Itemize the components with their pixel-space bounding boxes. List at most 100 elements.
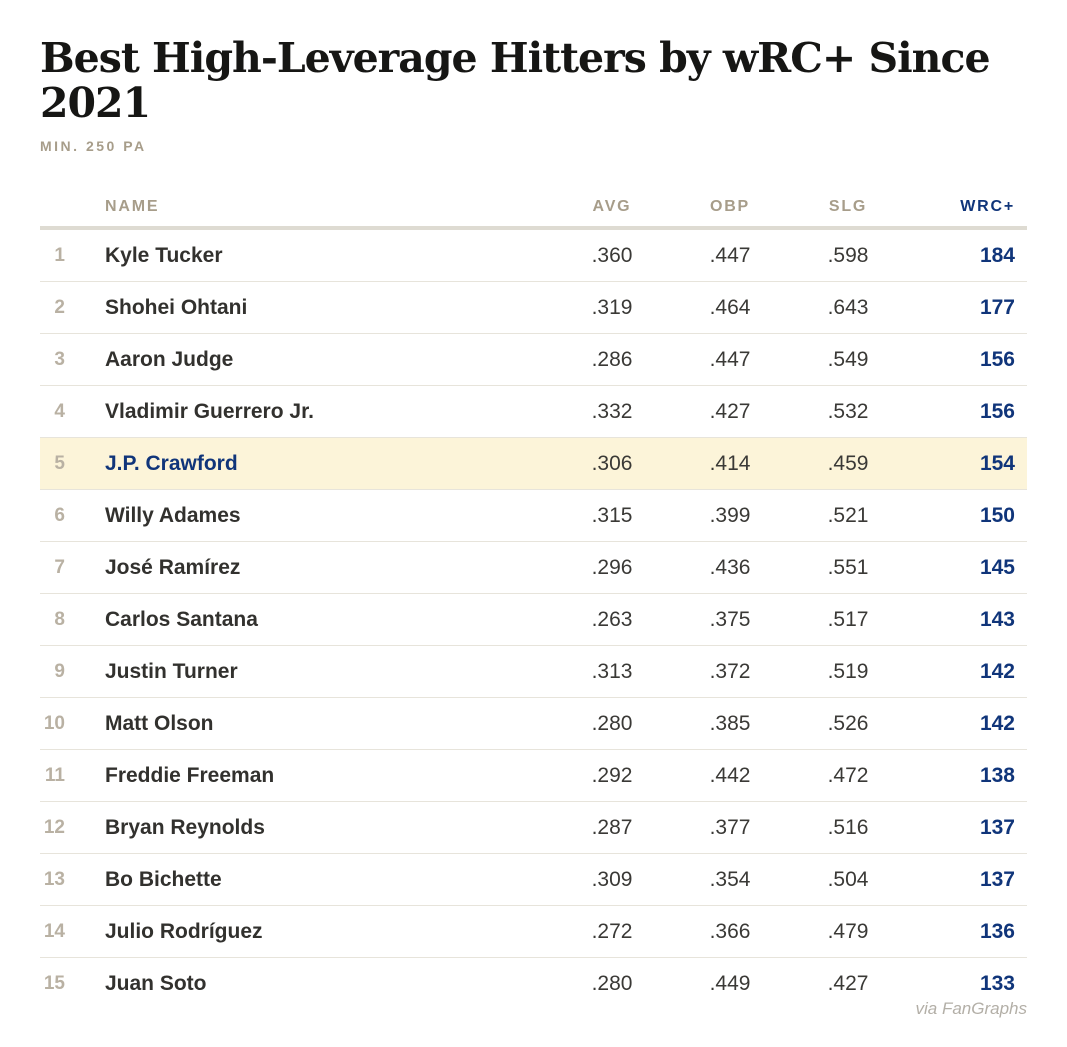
obp-cell: .375 — [709, 607, 751, 631]
slg-cell: .521 — [827, 503, 869, 527]
wrc-cell: 138 — [979, 763, 1015, 787]
player-name-cell: Kyle Tucker — [105, 243, 223, 267]
avg-cell: .280 — [591, 711, 633, 735]
player-name-cell: Bryan Reynolds — [105, 815, 265, 839]
wrc-cell: 156 — [979, 347, 1015, 371]
slg-cell: .459 — [827, 451, 869, 475]
table-row: 15 Juan Soto .280 .449 .427 133 — [40, 958, 1027, 1010]
wrc-cell: 145 — [979, 555, 1015, 579]
name-column-header: NAME — [105, 198, 160, 216]
page-title: Best High-Leverage Hitters by wRC+ Since… — [40, 34, 991, 128]
slg-cell: .532 — [827, 399, 869, 423]
slg-cell: .549 — [827, 347, 869, 371]
page: Best High-Leverage Hitters by wRC+ Since… — [40, 34, 1027, 1010]
wrc-cell: 150 — [979, 503, 1015, 527]
rank-cell: 15 — [43, 973, 65, 995]
player-name-cell: Aaron Judge — [105, 347, 234, 371]
obp-cell: .449 — [709, 972, 751, 996]
stats-table: NAME AVG OBP SLG WRC+ 1 Kyle Tucker .360… — [40, 188, 1027, 1010]
player-name-cell: Julio Rodríguez — [105, 919, 263, 943]
rank-cell: 1 — [54, 244, 65, 266]
table-row: 14 Julio Rodríguez .272 .366 .479 136 — [40, 906, 1027, 959]
table-row: 8 Carlos Santana .263 .375 .517 143 — [40, 594, 1027, 647]
rank-cell: 11 — [44, 764, 65, 786]
obp-cell: .366 — [709, 919, 751, 943]
wrc-column-header: WRC+ — [960, 198, 1015, 216]
slg-cell: .551 — [827, 555, 869, 579]
table-row: 7 José Ramírez .296 .436 .551 145 — [40, 542, 1027, 595]
avg-column-header: AVG — [592, 198, 632, 216]
avg-cell: .292 — [591, 763, 633, 787]
table-row: 3 Aaron Judge .286 .447 .549 156 — [40, 334, 1027, 387]
slg-cell: .526 — [827, 711, 869, 735]
rank-cell: 3 — [54, 348, 65, 370]
table-row: 10 Matt Olson .280 .385 .526 142 — [40, 698, 1027, 751]
table-row: 9 Justin Turner .313 .372 .519 142 — [40, 646, 1027, 699]
wrc-cell: 143 — [979, 607, 1015, 631]
rank-cell: 4 — [54, 400, 65, 422]
wrc-cell: 154 — [979, 451, 1015, 475]
rank-cell: 12 — [43, 816, 65, 838]
slg-cell: .517 — [827, 607, 869, 631]
avg-cell: .280 — [591, 972, 633, 996]
obp-cell: .464 — [709, 295, 751, 319]
wrc-cell: 184 — [979, 243, 1015, 267]
wrc-cell: 142 — [979, 711, 1015, 735]
avg-cell: .332 — [591, 399, 633, 423]
rank-cell: 8 — [54, 608, 65, 630]
avg-cell: .272 — [591, 919, 633, 943]
slg-column-header: SLG — [828, 198, 868, 216]
rank-cell: 5 — [54, 452, 65, 474]
attribution: via FanGraphs — [915, 999, 1028, 1018]
slg-cell: .519 — [827, 659, 869, 683]
slg-cell: .516 — [827, 815, 869, 839]
page-subtitle: MIN. 250 PA — [40, 138, 147, 155]
rank-cell: 10 — [43, 712, 65, 734]
obp-cell: .414 — [709, 451, 751, 475]
avg-cell: .286 — [591, 347, 633, 371]
rank-cell: 2 — [54, 296, 65, 318]
player-name-cell: Freddie Freeman — [105, 763, 275, 787]
rank-cell: 9 — [54, 660, 65, 682]
table-row: 6 Willy Adames .315 .399 .521 150 — [40, 490, 1027, 543]
table-body: 1 Kyle Tucker .360 .447 .598 184 2 Shohe… — [40, 230, 1027, 1010]
slg-cell: .427 — [827, 972, 869, 996]
obp-cell: .372 — [709, 659, 751, 683]
rank-cell: 6 — [54, 504, 65, 526]
rank-cell: 13 — [43, 868, 65, 890]
wrc-cell: 137 — [979, 867, 1015, 891]
avg-cell: .313 — [591, 659, 633, 683]
slg-cell: .479 — [827, 919, 869, 943]
slg-cell: .643 — [827, 295, 869, 319]
avg-cell: .296 — [591, 555, 633, 579]
wrc-cell: 142 — [979, 659, 1015, 683]
wrc-cell: 156 — [979, 399, 1015, 423]
obp-cell: .385 — [709, 711, 751, 735]
rank-cell: 14 — [43, 920, 65, 942]
slg-cell: .598 — [827, 243, 869, 267]
player-name-cell: Juan Soto — [105, 972, 207, 996]
table-row: 12 Bryan Reynolds .287 .377 .516 137 — [40, 802, 1027, 855]
wrc-cell: 137 — [979, 815, 1015, 839]
obp-cell: .436 — [709, 555, 751, 579]
slg-cell: .504 — [827, 867, 869, 891]
avg-cell: .263 — [591, 607, 633, 631]
table-row: 5 J.P. Crawford .306 .414 .459 154 — [40, 438, 1027, 491]
table-row: 13 Bo Bichette .309 .354 .504 137 — [40, 854, 1027, 907]
avg-cell: .309 — [591, 867, 633, 891]
player-name-cell: José Ramírez — [105, 555, 241, 579]
obp-cell: .427 — [709, 399, 751, 423]
player-name-cell: Matt Olson — [105, 711, 214, 735]
obp-cell: .447 — [709, 347, 751, 371]
obp-cell: .354 — [709, 867, 751, 891]
table-row: 11 Freddie Freeman .292 .442 .472 138 — [40, 750, 1027, 803]
avg-cell: .287 — [591, 815, 633, 839]
player-name-cell: Bo Bichette — [105, 867, 222, 891]
obp-cell: .377 — [709, 815, 751, 839]
player-name-cell: J.P. Crawford — [105, 451, 238, 475]
table-header-row: NAME AVG OBP SLG WRC+ — [40, 188, 1027, 231]
wrc-cell: 133 — [979, 972, 1015, 996]
obp-column-header: OBP — [709, 198, 751, 216]
avg-cell: .306 — [591, 451, 633, 475]
player-name-cell: Justin Turner — [105, 659, 238, 683]
